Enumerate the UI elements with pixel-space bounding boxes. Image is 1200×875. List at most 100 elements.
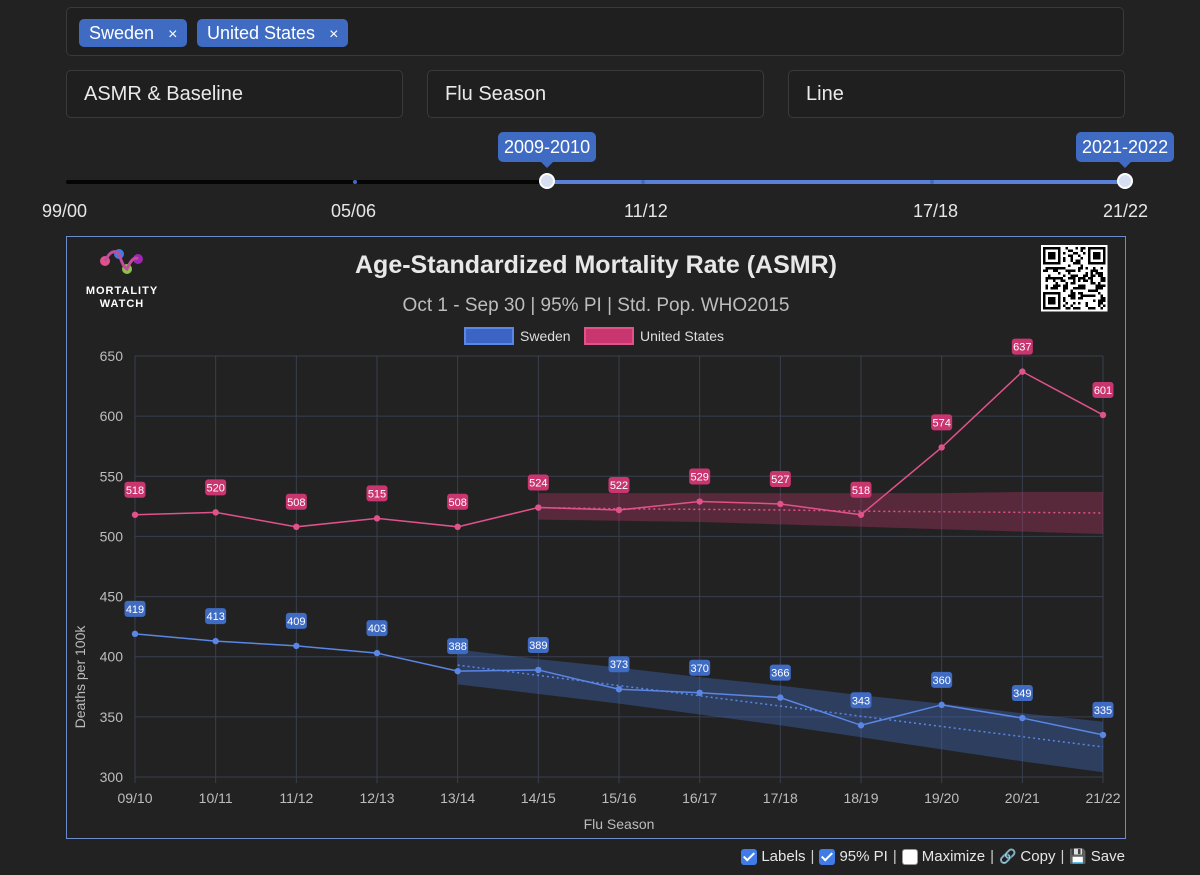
qr-module <box>1043 307 1046 310</box>
country-chip-united-states[interactable]: United States × <box>197 19 349 47</box>
legend-label-sweden[interactable]: Sweden <box>520 328 571 344</box>
qr-module <box>1078 284 1081 287</box>
separator: | <box>990 848 994 865</box>
qr-module <box>1090 262 1093 265</box>
x-axis-title: Flu Season <box>584 816 655 832</box>
data-point-united-states[interactable] <box>777 500 784 508</box>
data-point-sweden[interactable] <box>373 649 381 657</box>
data-point-united-states[interactable] <box>293 523 300 531</box>
country-selector[interactable]: Sweden × United States × <box>66 7 1124 56</box>
qr-module <box>1050 292 1053 295</box>
country-chip-sweden[interactable]: Sweden × <box>79 19 188 47</box>
data-point-sweden[interactable] <box>1019 714 1026 722</box>
qr-module <box>1078 259 1081 262</box>
qr-module <box>1068 294 1071 297</box>
data-point-united-states[interactable] <box>535 504 542 511</box>
qr-module <box>1090 277 1093 280</box>
qr-module <box>1058 257 1061 260</box>
qr-module <box>1070 249 1073 252</box>
qr-module <box>1085 272 1088 275</box>
data-point-united-states[interactable] <box>454 523 461 531</box>
qr-code-icon <box>1041 245 1108 312</box>
data-point-sweden[interactable] <box>857 722 865 729</box>
data-point-sweden[interactable] <box>131 630 139 638</box>
metric-select[interactable]: ASMR & Baseline <box>66 70 403 118</box>
qr-module <box>1063 259 1066 262</box>
qr-module <box>1080 247 1083 250</box>
maximize-checkbox[interactable] <box>901 848 918 865</box>
data-point-sweden[interactable] <box>696 689 703 696</box>
pi-option-label[interactable]: 95% PI <box>839 848 888 865</box>
y-axis-title: Deaths per 100k <box>72 625 88 729</box>
qr-module <box>1048 267 1051 270</box>
qr-module <box>1093 257 1096 260</box>
data-point-united-states[interactable] <box>938 444 945 451</box>
copy-button[interactable]: Copy <box>1020 848 1056 865</box>
data-point-united-states[interactable] <box>373 515 381 522</box>
labels-option-label[interactable]: Labels <box>761 848 806 865</box>
pi-checkbox[interactable] <box>819 848 836 865</box>
link-icon[interactable]: 🔗 <box>998 848 1017 864</box>
data-point-united-states[interactable] <box>615 506 623 514</box>
y-tick-label: 300 <box>100 769 124 785</box>
qr-module <box>1075 287 1078 290</box>
data-point-sweden[interactable] <box>454 667 461 675</box>
data-point-united-states[interactable] <box>696 498 703 505</box>
qr-module <box>1088 259 1091 262</box>
data-point-united-states[interactable] <box>212 509 219 516</box>
legend-swatch-united-states[interactable] <box>584 327 634 345</box>
qr-module <box>1098 252 1101 255</box>
maximize-option-label[interactable]: Maximize <box>921 848 986 865</box>
data-point-sweden[interactable] <box>615 685 623 693</box>
chart-type-select[interactable]: Line <box>788 70 1125 118</box>
data-point-united-states[interactable] <box>857 511 865 518</box>
qr-module <box>1043 259 1046 262</box>
remove-icon[interactable]: × <box>168 26 178 43</box>
range-start-handle[interactable] <box>539 173 555 189</box>
qr-module <box>1045 269 1048 272</box>
data-point-united-states[interactable] <box>1099 411 1107 419</box>
data-point-sweden[interactable] <box>212 637 219 645</box>
qr-module <box>1073 307 1076 310</box>
range-end-handle[interactable] <box>1117 173 1133 189</box>
qr-module <box>1080 267 1083 270</box>
baseline-line-united-states <box>538 506 1104 514</box>
labels-checkbox[interactable] <box>741 848 758 865</box>
x-tick-label: 12/13 <box>359 790 394 806</box>
data-label-united-states: 508 <box>287 497 305 509</box>
x-tick-label: 20/21 <box>1005 790 1040 806</box>
qr-module <box>1055 267 1058 270</box>
data-point-united-states[interactable] <box>1019 368 1026 375</box>
data-point-sweden[interactable] <box>535 666 542 674</box>
qr-module <box>1095 254 1098 257</box>
data-point-united-states[interactable] <box>131 511 139 518</box>
qr-module <box>1070 292 1073 295</box>
qr-module <box>1043 262 1046 265</box>
qr-module <box>1103 259 1106 262</box>
data-label-sweden: 370 <box>690 663 708 675</box>
qr-module <box>1098 292 1101 295</box>
qr-module <box>1070 254 1073 257</box>
qr-module <box>1095 272 1098 275</box>
data-point-sweden[interactable] <box>1099 731 1107 739</box>
qr-module <box>1063 299 1066 302</box>
data-point-sweden[interactable] <box>938 701 945 709</box>
remove-icon[interactable]: × <box>329 26 339 43</box>
logo-text-line1: MORTALITY <box>86 285 158 297</box>
qr-module <box>1098 282 1101 285</box>
y-tick-label: 550 <box>100 468 124 484</box>
qr-module <box>1055 282 1058 285</box>
legend-label-united-states[interactable]: United States <box>640 328 724 344</box>
legend-swatch-sweden[interactable] <box>464 327 514 345</box>
qr-module <box>1100 302 1103 305</box>
qr-module <box>1080 294 1083 297</box>
save-button[interactable]: Save <box>1090 848 1125 865</box>
qr-module <box>1063 252 1066 255</box>
data-point-sweden[interactable] <box>293 642 300 650</box>
save-icon[interactable]: 💾 <box>1069 848 1087 864</box>
data-point-sweden[interactable] <box>777 694 784 701</box>
data-label-bg-united-states <box>850 481 872 498</box>
period-select[interactable]: Flu Season <box>427 70 764 118</box>
slider-tick-dot <box>641 180 645 184</box>
qr-module <box>1098 304 1101 307</box>
